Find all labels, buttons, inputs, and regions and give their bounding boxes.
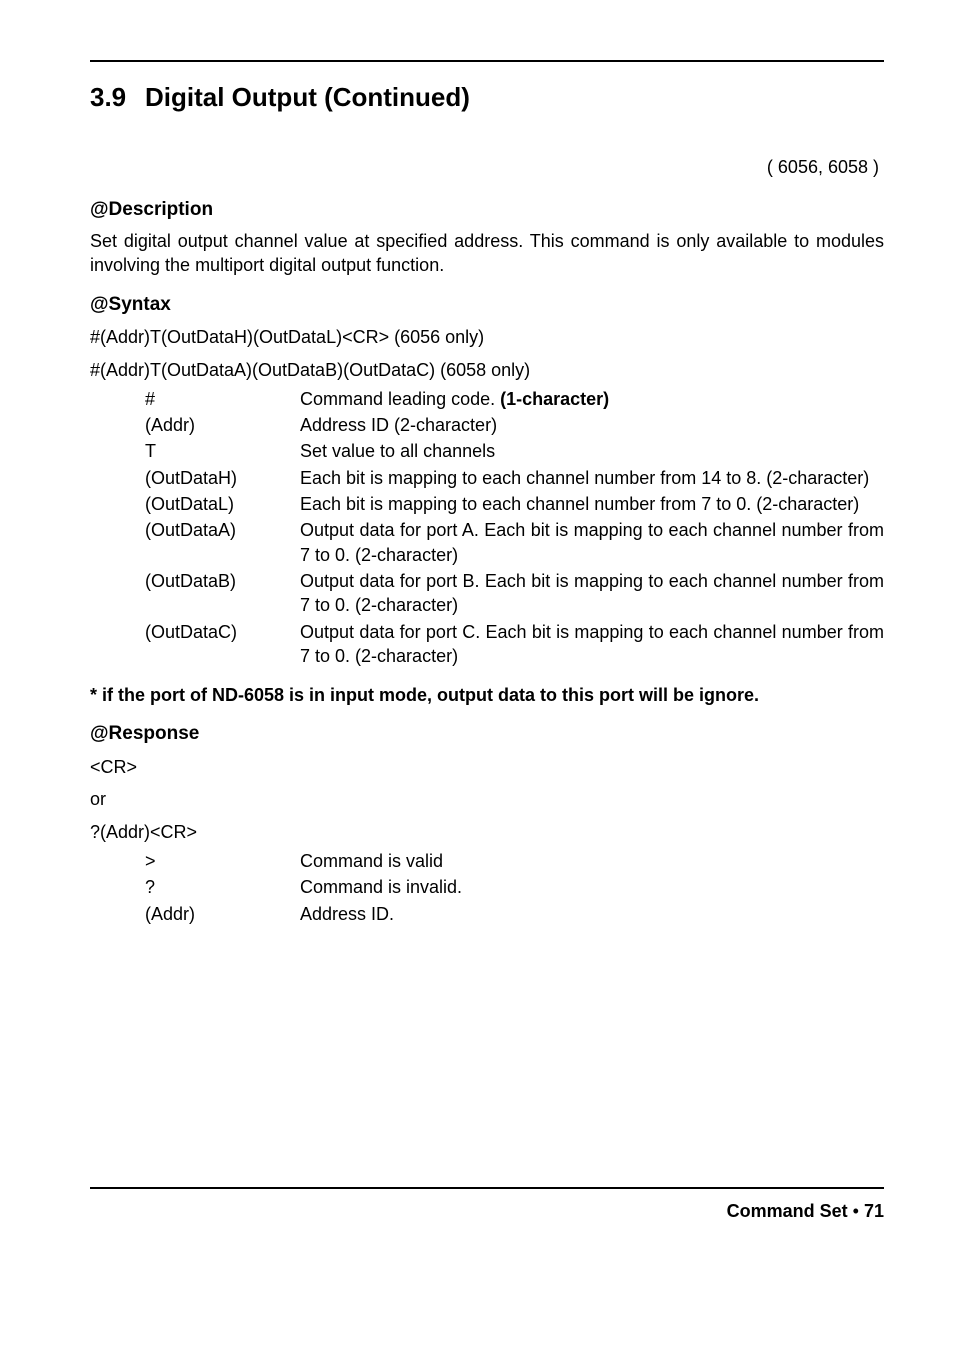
param-name: ? bbox=[145, 874, 300, 900]
param-desc: Set value to all channels bbox=[300, 438, 884, 464]
param-desc: Command is invalid. bbox=[300, 874, 884, 900]
table-row: (Addr)Address ID (2-character) bbox=[145, 412, 884, 438]
param-name: > bbox=[145, 848, 300, 874]
response-or: or bbox=[90, 787, 884, 811]
syntax-line-1: #(Addr)T(OutDataH)(OutDataL)<CR> (6056 o… bbox=[90, 325, 884, 349]
table-row: (OutDataC)Output data for port C. Each b… bbox=[145, 619, 884, 670]
syntax-line-2: #(Addr)T(OutDataA)(OutDataB)(OutDataC) (… bbox=[90, 358, 884, 382]
response-line-2: ?(Addr)<CR> bbox=[90, 820, 884, 844]
param-desc: Each bit is mapping to each channel numb… bbox=[300, 491, 884, 517]
param-desc: Command leading code. (1-character) bbox=[300, 386, 884, 412]
footer-label: Command Set bbox=[727, 1201, 848, 1221]
table-row: >Command is valid bbox=[145, 848, 884, 874]
table-row: ?Command is invalid. bbox=[145, 874, 884, 900]
table-row: (OutDataA)Output data for port A. Each b… bbox=[145, 517, 884, 568]
param-desc: Each bit is mapping to each channel numb… bbox=[300, 465, 884, 491]
param-name: (OutDataB) bbox=[145, 568, 300, 619]
syntax-params-table: #Command leading code. (1-character) (Ad… bbox=[145, 386, 884, 669]
page-number: 71 bbox=[864, 1201, 884, 1221]
param-name: (OutDataC) bbox=[145, 619, 300, 670]
param-desc: Output data for port C. Each bit is mapp… bbox=[300, 619, 884, 670]
param-name: (OutDataL) bbox=[145, 491, 300, 517]
param-desc-pre: Command leading code. bbox=[300, 389, 500, 409]
table-row: TSet value to all channels bbox=[145, 438, 884, 464]
param-name: T bbox=[145, 438, 300, 464]
response-params-table: >Command is valid ?Command is invalid. (… bbox=[145, 848, 884, 927]
param-name: (OutDataA) bbox=[145, 517, 300, 568]
param-name: (OutDataH) bbox=[145, 465, 300, 491]
top-rule bbox=[90, 60, 884, 62]
param-desc-bold: (1-character) bbox=[500, 389, 609, 409]
param-desc: Output data for port B. Each bit is mapp… bbox=[300, 568, 884, 619]
param-desc: Output data for port A. Each bit is mapp… bbox=[300, 517, 884, 568]
description-heading: @Description bbox=[90, 197, 884, 223]
section-number: 3.9 bbox=[90, 80, 145, 115]
param-desc: Address ID. bbox=[300, 901, 884, 927]
syntax-heading: @Syntax bbox=[90, 292, 884, 318]
section-title: 3.9Digital Output (Continued) bbox=[90, 80, 884, 115]
section-title-text: Digital Output (Continued) bbox=[145, 82, 470, 112]
param-name: (Addr) bbox=[145, 412, 300, 438]
description-text: Set digital output channel value at spec… bbox=[90, 229, 884, 278]
response-heading: @Response bbox=[90, 721, 884, 747]
models-line: ( 6056, 6058 ) bbox=[90, 155, 879, 179]
param-desc: Command is valid bbox=[300, 848, 884, 874]
table-row: (OutDataL)Each bit is mapping to each ch… bbox=[145, 491, 884, 517]
bullet-icon: • bbox=[853, 1201, 859, 1221]
table-row: (OutDataB)Output data for port B. Each b… bbox=[145, 568, 884, 619]
param-name: (Addr) bbox=[145, 901, 300, 927]
footer: Command Set • 71 bbox=[90, 1187, 884, 1223]
param-name: # bbox=[145, 386, 300, 412]
response-line-1: <CR> bbox=[90, 755, 884, 779]
table-row: #Command leading code. (1-character) bbox=[145, 386, 884, 412]
table-row: (OutDataH)Each bit is mapping to each ch… bbox=[145, 465, 884, 491]
param-desc: Address ID (2-character) bbox=[300, 412, 884, 438]
note-text: * if the port of ND-6058 is in input mod… bbox=[90, 683, 884, 707]
table-row: (Addr)Address ID. bbox=[145, 901, 884, 927]
